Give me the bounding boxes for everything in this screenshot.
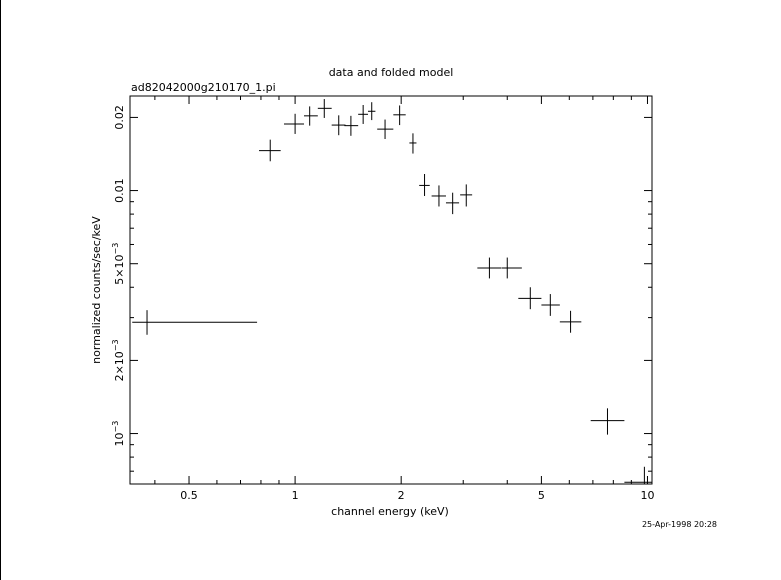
chart-title: data and folded model xyxy=(329,66,454,79)
y-tick-label: 5×10−3 xyxy=(111,243,126,285)
data-point xyxy=(460,184,473,207)
data-point xyxy=(331,115,346,136)
y-tick-label: 0.02 xyxy=(113,105,126,129)
x-tick-label: 2 xyxy=(398,489,405,502)
data-point xyxy=(559,310,582,333)
data-point xyxy=(477,257,502,279)
data-point xyxy=(377,119,394,140)
x-tick-label: 5 xyxy=(538,489,545,502)
data-point xyxy=(501,257,522,279)
data-point xyxy=(304,106,318,126)
y-tick-label: 2×10−3 xyxy=(111,339,126,381)
data-point xyxy=(590,408,625,435)
data-point xyxy=(358,104,368,124)
y-tick-label: 0.01 xyxy=(113,178,126,203)
data-point xyxy=(132,310,258,335)
chart-subtitle: ad82042000g210170_1.pi xyxy=(131,81,276,94)
x-axis-label: channel energy (keV) xyxy=(331,505,449,518)
data-point xyxy=(393,105,406,126)
data-point xyxy=(445,192,460,215)
x-tick-label: 0.5 xyxy=(180,489,198,502)
data-point xyxy=(431,185,446,207)
data-point xyxy=(541,294,560,316)
data-points xyxy=(132,99,652,484)
data-point xyxy=(344,115,359,136)
data-point xyxy=(259,139,281,162)
timestamp: 25-Apr-1998 20:28 xyxy=(642,520,717,529)
axis-ticks xyxy=(130,96,652,484)
data-point xyxy=(419,173,430,196)
data-point xyxy=(317,99,332,118)
data-point xyxy=(624,466,652,484)
x-tick-label: 10 xyxy=(640,489,654,502)
plot-frame xyxy=(129,95,653,485)
axis-tick-labels: 0.5 1 2 5 10 10−3 2×10−3 5×10−3 0.01 0.02 xyxy=(111,105,654,502)
y-axis-label: normalized counts/sec/keV xyxy=(90,216,103,364)
x-tick-label: 1 xyxy=(292,489,299,502)
data-point xyxy=(409,133,417,154)
data-point xyxy=(367,102,376,121)
window-left-border xyxy=(0,0,1,580)
data-point xyxy=(283,113,305,134)
data-point xyxy=(518,287,542,310)
y-tick-label: 10−3 xyxy=(111,421,126,447)
